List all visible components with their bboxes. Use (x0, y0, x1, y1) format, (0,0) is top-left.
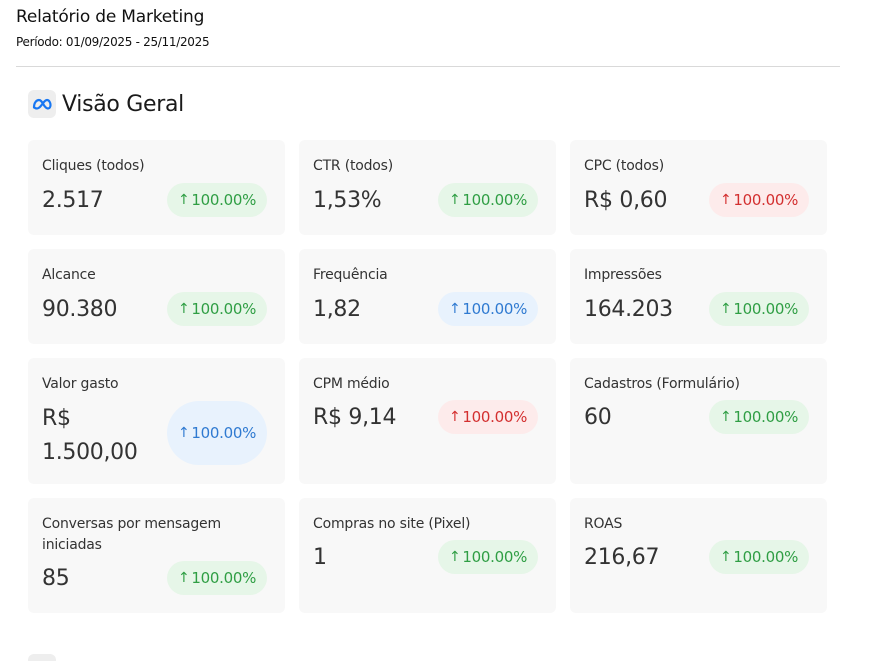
change-value: 100.00% (733, 408, 799, 426)
next-section-icon (28, 654, 56, 661)
change-badge: ↑ 100.00% (438, 292, 538, 326)
metric-value: 60 (584, 405, 612, 430)
change-badge: ↑ 100.00% (709, 400, 809, 434)
metric-card-avg-cpm: CPM médio R$ 9,14 ↑ 100.00% (299, 358, 556, 484)
arrow-up-icon: ↑ (448, 301, 461, 317)
metric-label: Cliques (todos) (42, 158, 145, 174)
arrow-up-icon: ↑ (719, 192, 732, 208)
change-badge: ↑ 100.00% (709, 292, 809, 326)
metric-card-cpc: CPC (todos) R$ 0,60 ↑ 100.00% (570, 140, 827, 235)
metric-value: 1 (313, 545, 327, 570)
metric-label: CPM médio (313, 376, 390, 392)
metric-card-ctr: CTR (todos) 1,53% ↑ 100.00% (299, 140, 556, 235)
metric-card-frequency: Frequência 1,82 ↑ 100.00% (299, 249, 556, 344)
metric-card-form-leads: Cadastros (Formulário) 60 ↑ 100.00% (570, 358, 827, 484)
metric-label: Compras no site (Pixel) (313, 516, 471, 532)
change-value: 100.00% (191, 424, 257, 442)
arrow-up-icon: ↑ (448, 549, 461, 565)
metric-card-clicks: Cliques (todos) 2.517 ↑ 100.00% (28, 140, 285, 235)
metric-label-line: Conversas por mensagem (42, 516, 221, 532)
change-value: 100.00% (191, 569, 257, 587)
metric-label: CTR (todos) (313, 158, 394, 174)
metric-label: Impressões (584, 267, 662, 283)
arrow-up-icon: ↑ (719, 549, 732, 565)
arrow-up-icon: ↑ (719, 409, 732, 425)
metric-label: Conversas por mensagem iniciadas (42, 514, 221, 556)
arrow-up-icon: ↑ (448, 192, 461, 208)
change-value: 100.00% (462, 408, 528, 426)
metric-value: 164.203 (584, 297, 673, 322)
change-badge: ↑ 100.00% (167, 183, 267, 217)
arrow-up-icon: ↑ (448, 409, 461, 425)
metric-label: Cadastros (Formulário) (584, 376, 740, 392)
metric-value: 1.500,00 (42, 440, 138, 465)
change-value: 100.00% (191, 191, 257, 209)
change-badge: ↑ 100.00% (167, 292, 267, 326)
metric-value: 1,53% (313, 188, 382, 213)
change-value: 100.00% (733, 548, 799, 566)
metric-label-line: iniciadas (42, 537, 102, 553)
arrow-up-icon: ↑ (719, 301, 732, 317)
change-badge: ↑ 100.00% (438, 540, 538, 574)
arrow-up-icon: ↑ (177, 425, 190, 441)
metric-card-impressions: Impressões 164.203 ↑ 100.00% (570, 249, 827, 344)
metric-value: 216,67 (584, 545, 660, 570)
metric-value: 85 (42, 566, 70, 591)
change-badge: ↑ 100.00% (709, 183, 809, 217)
arrow-up-icon: ↑ (177, 301, 190, 317)
meta-logo-icon (28, 90, 56, 118)
metric-card-roas: ROAS 216,67 ↑ 100.00% (570, 498, 827, 613)
metric-label: Alcance (42, 267, 96, 283)
change-badge: ↑ 100.00% (167, 561, 267, 595)
metric-value: 1,82 (313, 297, 361, 322)
metric-value: R$ 9,14 (313, 405, 397, 430)
metric-label: CPC (todos) (584, 158, 664, 174)
section-title: Visão Geral (62, 91, 184, 117)
change-value: 100.00% (462, 300, 528, 318)
metric-card-reach: Alcance 90.380 ↑ 100.00% (28, 249, 285, 344)
metric-value: R$ 0,60 (584, 188, 668, 213)
change-badge: ↑ 100.00% (167, 401, 267, 465)
report-period: Período: 01/09/2025 - 25/11/2025 (16, 35, 210, 49)
change-value: 100.00% (462, 548, 528, 566)
metric-value: 90.380 (42, 297, 118, 322)
metric-label: Frequência (313, 267, 388, 283)
change-value: 100.00% (733, 300, 799, 318)
change-badge: ↑ 100.00% (438, 183, 538, 217)
metric-label: Valor gasto (42, 376, 119, 392)
metric-card-amount-spent: Valor gasto R$ 1.500,00 ↑ 100.00% (28, 358, 285, 484)
report-title: Relatório de Marketing (16, 7, 205, 27)
metric-value-currency: R$ (42, 406, 71, 431)
metric-card-messaging-conversations: Conversas por mensagem iniciadas 85 ↑ 10… (28, 498, 285, 613)
change-value: 100.00% (191, 300, 257, 318)
change-badge: ↑ 100.00% (438, 400, 538, 434)
metric-card-site-purchases: Compras no site (Pixel) 1 ↑ 100.00% (299, 498, 556, 613)
change-badge: ↑ 100.00% (709, 540, 809, 574)
arrow-up-icon: ↑ (177, 192, 190, 208)
metric-value: 2.517 (42, 188, 104, 213)
arrow-up-icon: ↑ (177, 570, 190, 586)
header-divider (16, 66, 840, 67)
metric-label: ROAS (584, 516, 623, 532)
overview-section-header: Visão Geral (28, 90, 184, 118)
change-value: 100.00% (733, 191, 799, 209)
change-value: 100.00% (462, 191, 528, 209)
